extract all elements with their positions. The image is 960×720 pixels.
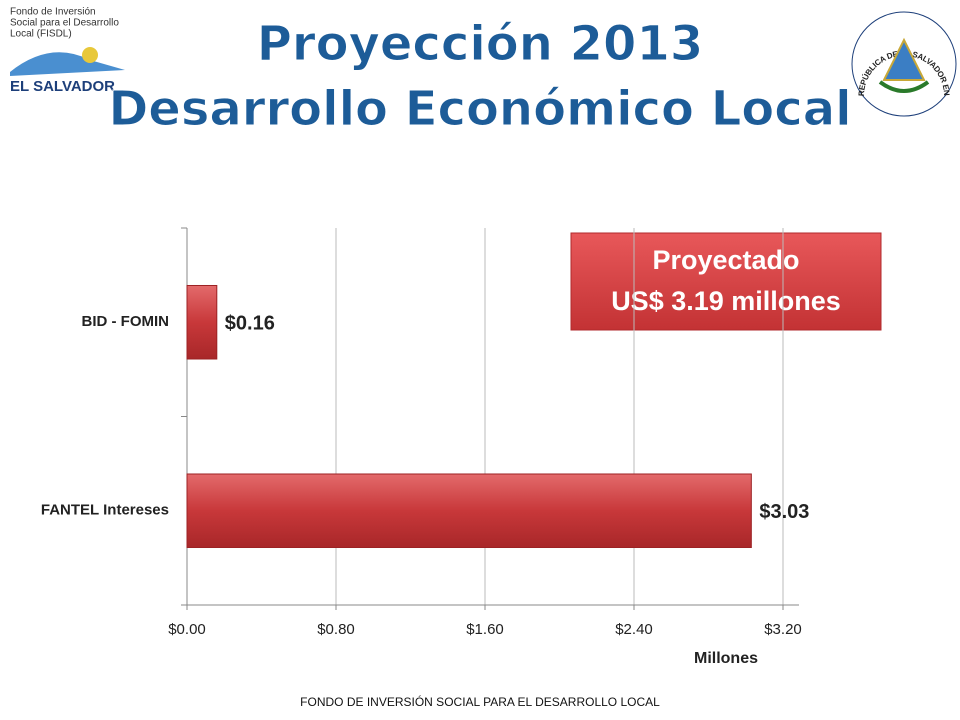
bar [186, 284, 218, 360]
logo-country: EL SALVADOR [10, 78, 115, 95]
logo-text: Local (FISDL) [10, 29, 72, 40]
y-tick-label: BID - FOMIN [82, 313, 170, 330]
data-label: $0.16 [225, 313, 275, 335]
x-tick-label: $0.80 [317, 621, 355, 638]
x-tick-label: $0.00 [168, 621, 206, 638]
seal-laurel [878, 80, 930, 93]
x-tick-label: $1.60 [466, 621, 504, 638]
title: Desarrollo Económico Local [108, 81, 851, 137]
logo-sun [82, 47, 98, 63]
footer: FONDO DE INVERSIÓN SOCIAL PARA EL DESARR… [300, 694, 660, 709]
y-tick-label: FANTEL Intereses [41, 502, 169, 519]
annotation-text: Proyectado [652, 245, 799, 275]
annotation-text: US$ 3.19 millones [611, 286, 841, 316]
logo-text: Social para el Desarrollo [10, 18, 119, 29]
bar [186, 473, 752, 549]
logo-shape [10, 52, 125, 76]
logo: Fondo de Inversión Social para el Desarr… [10, 7, 125, 95]
data-label: $3.03 [759, 501, 809, 523]
x-axis-label: Millones [694, 650, 758, 667]
annotation-box [570, 232, 882, 331]
x-tick-label: $2.40 [615, 621, 653, 638]
seal-triangle [882, 37, 926, 81]
logo-text: Fondo de Inversión [10, 7, 96, 18]
x-tick-label: $3.20 [764, 621, 802, 638]
seal-ring [851, 11, 957, 117]
title: Proyección 2013 [257, 16, 703, 72]
